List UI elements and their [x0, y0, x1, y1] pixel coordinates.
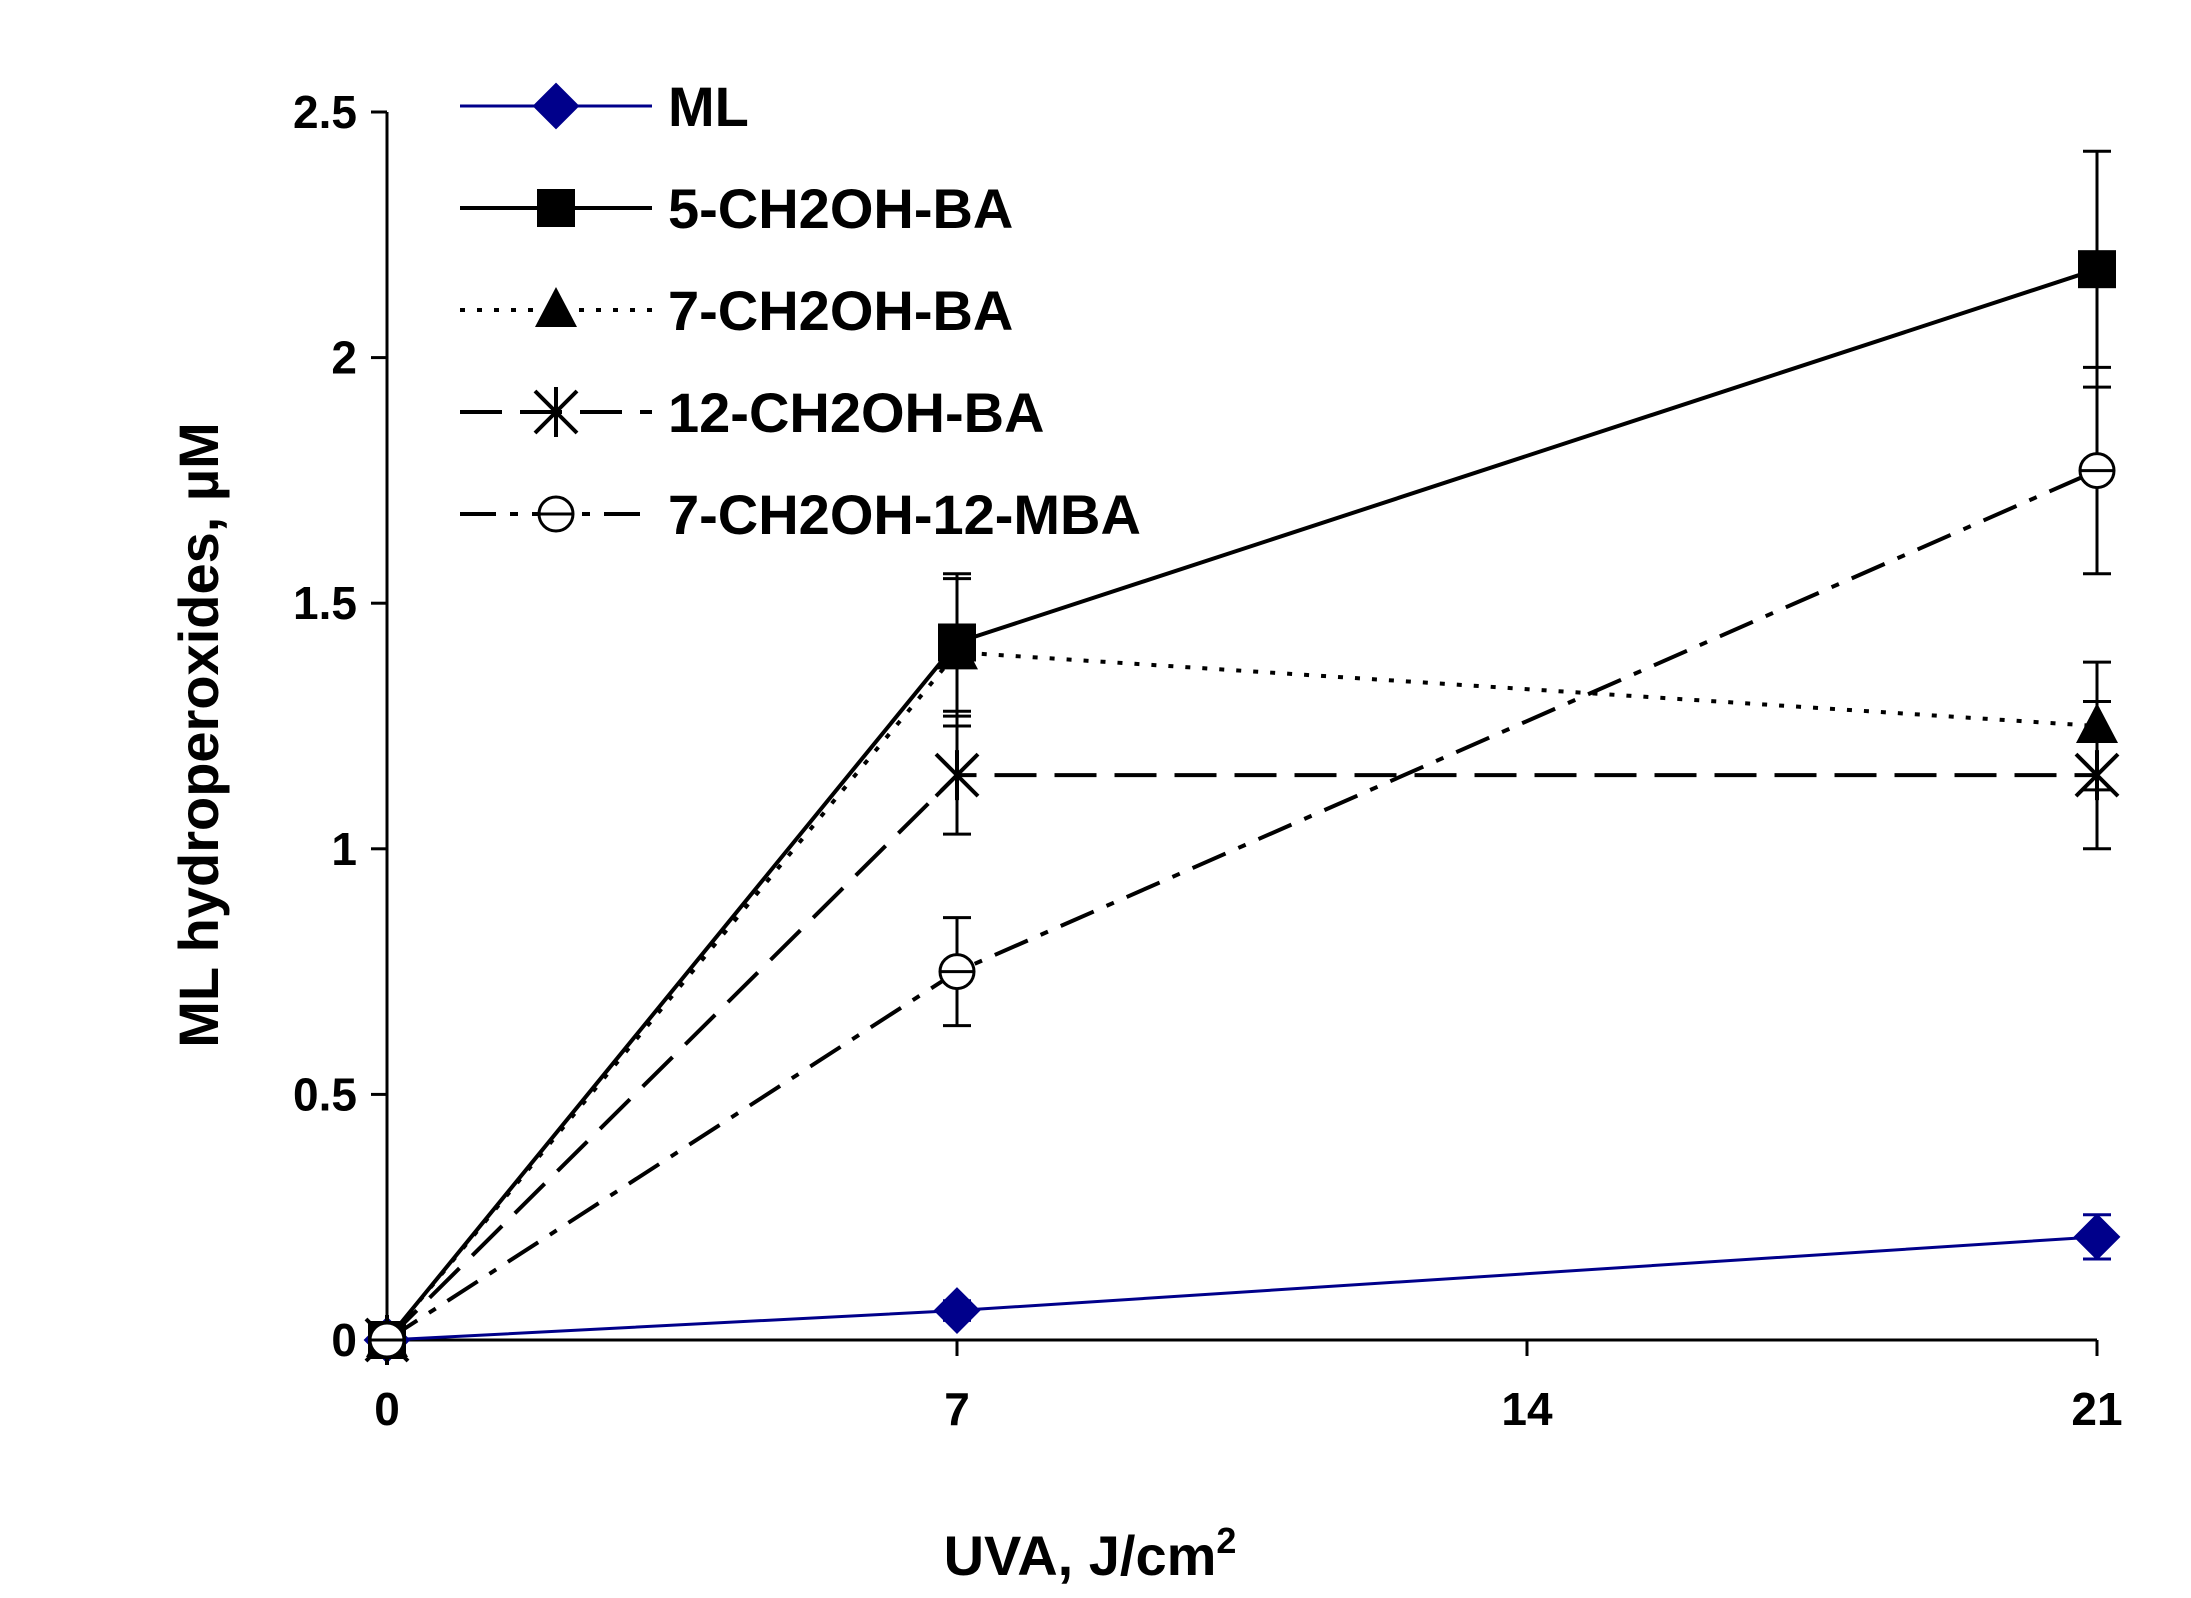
data-point [2078, 452, 2116, 490]
legend-item: 12-CH2OH-BA [460, 381, 1045, 444]
diamond-marker [2073, 1213, 2121, 1261]
x-axis-title-text: UVA, J/cm [944, 1524, 1217, 1587]
series-line [385, 773, 2097, 1342]
x-tick-label: 14 [1501, 1383, 1553, 1435]
diamond-marker [532, 82, 580, 130]
legend-item: 7-CH2OH-12-MBA [460, 483, 1141, 546]
axes: 0 0.5 1 1.5 2 2.5 0 7 14 21 [293, 86, 2123, 1435]
x-tick-label: 0 [374, 1383, 400, 1435]
series-line [385, 267, 2098, 1342]
legend-item: 5-CH2OH-BA [460, 177, 1013, 240]
triangle-marker [535, 287, 577, 327]
legend-label: ML [668, 75, 749, 138]
legend-label: 7-CH2OH-12-MBA [668, 483, 1141, 546]
x-axis-title: UVA, J/cm2 [944, 1520, 1237, 1587]
legend-marker [535, 287, 577, 327]
data-point [2074, 750, 2120, 801]
data-point [936, 629, 978, 670]
y-tick-label: 2 [331, 332, 357, 384]
y-tick-label: 1.5 [293, 577, 357, 629]
square-marker [2078, 250, 2116, 289]
triangle-marker [936, 629, 978, 670]
data-point [938, 953, 976, 991]
y-tick-label: 1 [331, 823, 357, 875]
legend-marker [533, 387, 579, 437]
legend-marker [537, 495, 575, 533]
data-point [368, 1321, 406, 1359]
diamond-marker [933, 1287, 981, 1334]
x-axis-title-superscript: 2 [1216, 1520, 1236, 1561]
legend-item: ML [460, 75, 749, 138]
y-tick-label: 0.5 [293, 1068, 357, 1120]
data-point [934, 750, 980, 801]
legend-label: 12-CH2OH-BA [668, 381, 1045, 444]
data-point [933, 1287, 981, 1334]
series-layer [363, 149, 2121, 1365]
x-tick-label: 7 [944, 1383, 970, 1435]
series-5-ch2oh-ba [368, 149, 2116, 1359]
data-point [2078, 250, 2116, 289]
legend: ML 5-CH2OH-BA 7-CH2OH-BA 12-CH2OH-BA 7-CH2OH… [460, 75, 1141, 546]
legend-item: 7-CH2OH-BA [460, 279, 1013, 342]
y-tick-label: 2.5 [293, 86, 357, 138]
series-12-ch2oh-ba [364, 699, 2120, 1365]
series-line [385, 650, 2098, 1342]
x-tick-label: 21 [2071, 1383, 2122, 1435]
y-axis-title: ML hydroperoxides, µM [167, 422, 230, 1048]
square-marker [537, 189, 575, 227]
legend-label: 7-CH2OH-BA [668, 279, 1013, 342]
series-line [386, 1235, 2098, 1342]
legend-marker [532, 82, 580, 130]
series-7-ch2oh-ba [366, 577, 2118, 1357]
series-7-ch2oh-12-mba [368, 365, 2116, 1359]
legend-marker [537, 189, 575, 227]
y-tick-label: 0 [331, 1314, 357, 1366]
legend-label: 5-CH2OH-BA [668, 177, 1013, 240]
data-point [2073, 1213, 2121, 1261]
series-line [385, 468, 2098, 1342]
